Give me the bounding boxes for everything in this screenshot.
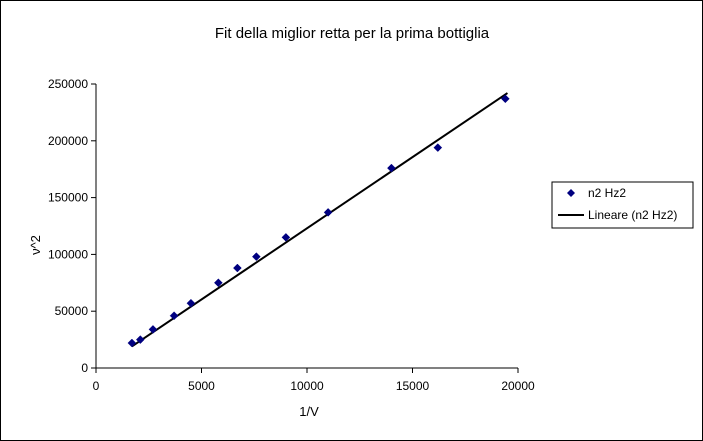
data-point xyxy=(252,252,261,262)
data-point xyxy=(169,311,179,321)
data-point xyxy=(186,298,196,308)
x-tick-label: 15000 xyxy=(396,379,430,393)
data-point xyxy=(148,325,158,334)
trendline xyxy=(131,92,509,348)
series-layer xyxy=(127,92,510,348)
y-tick-label: 150000 xyxy=(48,191,88,205)
data-point xyxy=(433,143,443,152)
data-point xyxy=(387,163,396,173)
legend-marker-diamond xyxy=(567,189,575,197)
y-tick-label: 250000 xyxy=(48,77,88,91)
data-point xyxy=(281,233,291,242)
data-point xyxy=(135,335,145,344)
x-axis-ticks: 0 5000 10000 15000 20000 xyxy=(93,368,535,393)
y-tick-label: 100000 xyxy=(48,247,88,261)
x-tick-label: 0 xyxy=(93,379,100,393)
chart-title: Fit della miglior retta per la prima bot… xyxy=(215,25,490,42)
legend-box xyxy=(551,181,694,229)
y-tick-label: 50000 xyxy=(55,304,89,318)
legend-entry-0: n2 Hz2 xyxy=(588,186,626,200)
data-point xyxy=(323,208,333,217)
y-tick-label: 0 xyxy=(81,361,88,375)
data-point xyxy=(233,263,242,273)
y-tick-label: 200000 xyxy=(48,134,88,148)
data-point xyxy=(127,338,137,348)
data-point xyxy=(214,278,223,288)
x-tick-label: 5000 xyxy=(188,379,215,393)
x-tick-label: 10000 xyxy=(290,379,324,393)
axes xyxy=(95,84,518,369)
legend-entry-1: Lineare (n2 Hz2) xyxy=(588,208,677,222)
data-point xyxy=(500,94,510,104)
x-axis-label: 1/V xyxy=(299,404,319,419)
y-axis-label: ν^2 xyxy=(28,235,43,255)
x-tick-label: 20000 xyxy=(501,379,535,393)
legend: n2 Hz2 Lineare (n2 Hz2) xyxy=(551,181,694,229)
y-axis-ticks: 0 50000 100000 150000 200000 250000 xyxy=(48,77,96,375)
